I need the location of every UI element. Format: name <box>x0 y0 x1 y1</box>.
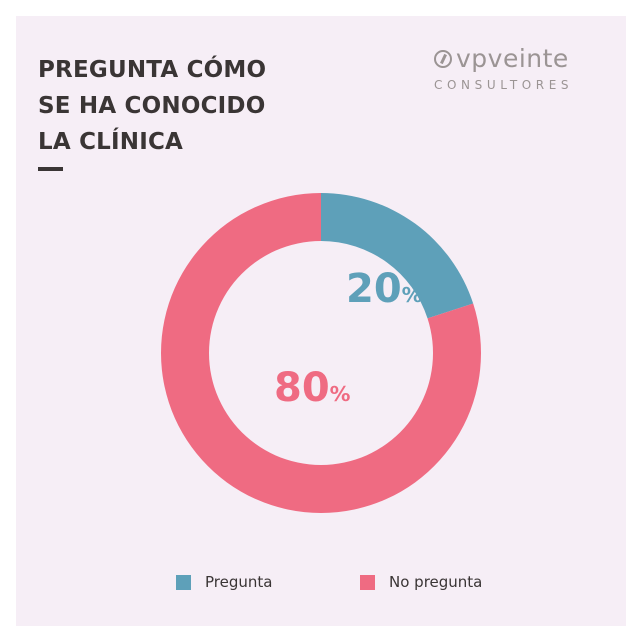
title-line-3: LA CLÍNICA <box>38 129 184 155</box>
data-label-pregunta: 20% <box>346 266 423 312</box>
legend-label-no-pregunta: No pregunta <box>389 573 483 591</box>
chart-card: PREGUNTA CÓMO SE HA CONOCIDO LA CLÍNICA … <box>16 16 626 626</box>
data-label-no-pregunta: 80% <box>274 365 351 411</box>
chart-legend: Pregunta No pregunta <box>16 573 626 597</box>
legend-swatch-pregunta <box>176 574 191 590</box>
logo-wordmark: vpveinte <box>456 44 569 73</box>
donut-slice-no-pregunta <box>160 193 481 513</box>
title-underline <box>38 167 63 171</box>
logo-subtitle: CONSULTORES <box>434 78 574 92</box>
legend-item-pregunta: Pregunta <box>176 573 272 591</box>
vp-logo-icon <box>434 50 452 68</box>
title-line-1: PREGUNTA CÓMO <box>38 57 267 83</box>
legend-label-pregunta: Pregunta <box>205 573 273 591</box>
donut-chart: 20% 80% <box>160 193 481 513</box>
title-line-2: SE HA CONOCIDO <box>38 93 266 119</box>
donut-slice-pregunta <box>321 193 474 319</box>
legend-item-no-pregunta: No pregunta <box>360 573 482 591</box>
legend-swatch-no-pregunta <box>360 574 375 590</box>
brand-logo: vpveinte CONSULTORES <box>428 44 598 100</box>
chart-title: PREGUNTA CÓMO SE HA CONOCIDO LA CLÍNICA <box>38 52 266 160</box>
